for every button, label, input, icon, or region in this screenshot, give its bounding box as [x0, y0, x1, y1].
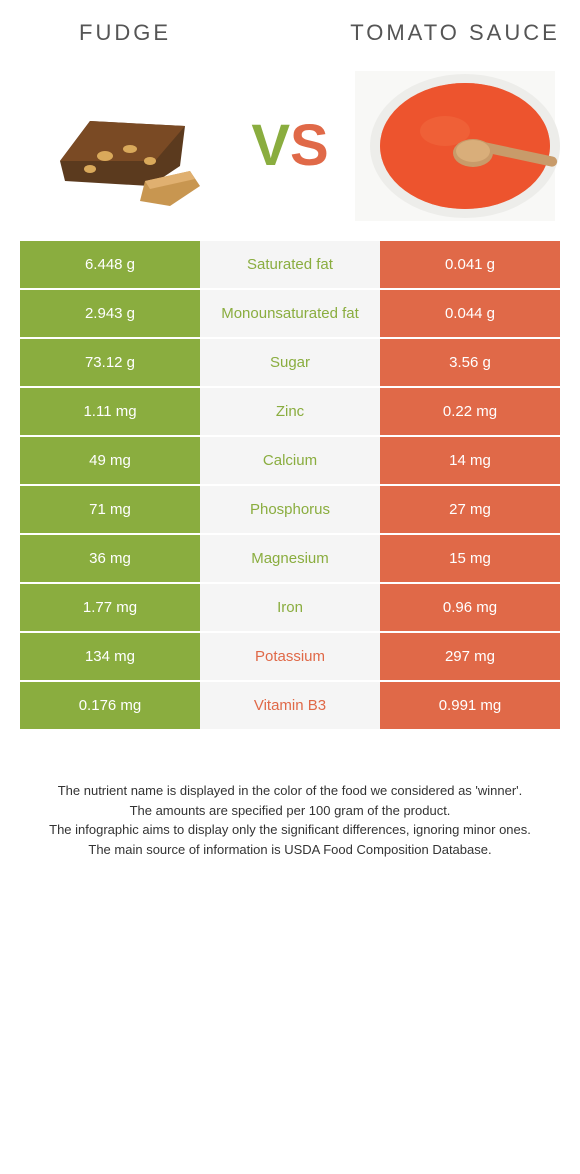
sauce-icon	[350, 71, 560, 221]
nutrient-label: Phosphorus	[200, 486, 380, 533]
right-value: 297 mg	[380, 633, 560, 680]
left-value: 49 mg	[20, 437, 200, 484]
left-value: 1.77 mg	[20, 584, 200, 631]
footer-line-3: The infographic aims to display only the…	[30, 820, 550, 840]
nutrient-label: Zinc	[200, 388, 380, 435]
left-value: 71 mg	[20, 486, 200, 533]
infographic-container: Fudge Tomato Sauce VS	[0, 0, 580, 731]
right-value: 0.96 mg	[380, 584, 560, 631]
left-value: 73.12 g	[20, 339, 200, 386]
table-row: 73.12 gSugar3.56 g	[20, 339, 560, 388]
left-value: 6.448 g	[20, 241, 200, 288]
nutrient-label: Sugar	[200, 339, 380, 386]
footer-line-1: The nutrient name is displayed in the co…	[30, 781, 550, 801]
nutrient-label: Saturated fat	[200, 241, 380, 288]
vs-s: S	[290, 113, 329, 178]
right-value: 0.991 mg	[380, 682, 560, 729]
header-row: Fudge Tomato Sauce	[20, 20, 560, 46]
vs-v: V	[251, 113, 290, 178]
left-value: 0.176 mg	[20, 682, 200, 729]
right-value: 27 mg	[380, 486, 560, 533]
right-value: 14 mg	[380, 437, 560, 484]
table-row: 134 mgPotassium297 mg	[20, 633, 560, 682]
footer-line-4: The main source of information is USDA F…	[30, 840, 550, 860]
table-row: 2.943 gMonounsaturated fat0.044 g	[20, 290, 560, 339]
table-row: 36 mgMagnesium15 mg	[20, 535, 560, 584]
nutrient-label: Potassium	[200, 633, 380, 680]
fudge-icon	[20, 71, 230, 221]
nutrient-label: Vitamin B3	[200, 682, 380, 729]
table-row: 6.448 gSaturated fat0.041 g	[20, 241, 560, 290]
table-row: 71 mgPhosphorus27 mg	[20, 486, 560, 535]
left-value: 36 mg	[20, 535, 200, 582]
footer-line-2: The amounts are specified per 100 gram o…	[30, 801, 550, 821]
right-value: 15 mg	[380, 535, 560, 582]
food-title-right: Tomato Sauce	[350, 20, 560, 46]
left-value: 2.943 g	[20, 290, 200, 337]
right-value: 0.22 mg	[380, 388, 560, 435]
footer-notes: The nutrient name is displayed in the co…	[0, 781, 580, 879]
left-value: 1.11 mg	[20, 388, 200, 435]
nutrient-label: Monounsaturated fat	[200, 290, 380, 337]
nutrient-label: Calcium	[200, 437, 380, 484]
table-row: 0.176 mgVitamin B30.991 mg	[20, 682, 560, 731]
right-value: 0.044 g	[380, 290, 560, 337]
table-row: 1.77 mgIron0.96 mg	[20, 584, 560, 633]
vs-label: VS	[230, 117, 350, 175]
right-value: 0.041 g	[380, 241, 560, 288]
images-row: VS	[20, 71, 560, 221]
sauce-image	[350, 71, 560, 221]
left-value: 134 mg	[20, 633, 200, 680]
table-row: 49 mgCalcium14 mg	[20, 437, 560, 486]
nutrient-label: Iron	[200, 584, 380, 631]
fudge-image	[20, 71, 230, 221]
nutrient-table: 6.448 gSaturated fat0.041 g2.943 gMonoun…	[20, 241, 560, 731]
food-title-left: Fudge	[20, 20, 230, 46]
right-value: 3.56 g	[380, 339, 560, 386]
table-row: 1.11 mgZinc0.22 mg	[20, 388, 560, 437]
nutrient-label: Magnesium	[200, 535, 380, 582]
